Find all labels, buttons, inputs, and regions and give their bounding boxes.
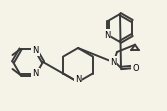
Text: O: O xyxy=(133,63,139,72)
Text: N: N xyxy=(75,75,81,84)
Text: N: N xyxy=(32,46,39,55)
Text: N: N xyxy=(104,31,110,40)
Text: N: N xyxy=(32,69,39,78)
Text: N: N xyxy=(110,57,116,66)
